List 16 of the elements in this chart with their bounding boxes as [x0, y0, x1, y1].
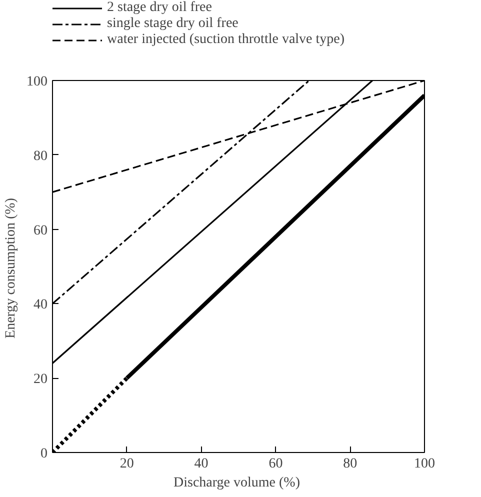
legend-label: water injected (suction throttle valve type) [107, 32, 345, 48]
y-tick-label: 0 [40, 446, 48, 462]
y-tick-label: 80 [34, 148, 48, 164]
x-tick-label: 60 [268, 456, 283, 472]
y-tick-label: 100 [26, 74, 48, 90]
x-tick-label: 40 [194, 456, 208, 472]
legend-label: single stage dry oil free [107, 16, 238, 32]
y-tick-label: 40 [34, 298, 48, 313]
y-tick-label: 20 [34, 372, 48, 388]
y-axis-title: Energy consumption (%) [4, 198, 18, 338]
legend-label: 2 stage dry oil free [107, 0, 212, 16]
y-tick-label: 60 [34, 223, 48, 238]
x-tick-label: 20 [120, 456, 134, 472]
x-tick-label: 100 [414, 456, 435, 472]
x-axis-title: Discharge volume (%) [174, 476, 300, 490]
x-tick-label: 80 [343, 456, 358, 472]
